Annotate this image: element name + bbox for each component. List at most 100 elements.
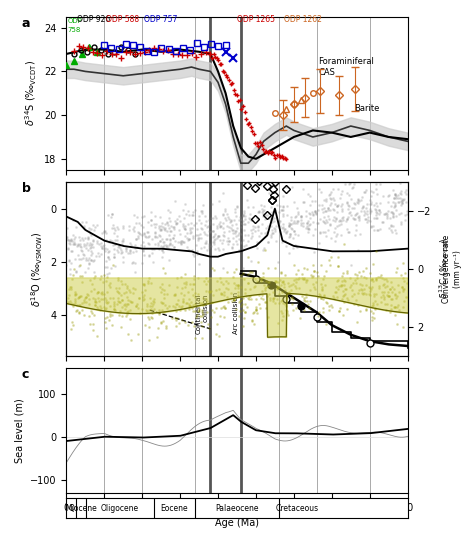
Point xyxy=(321,206,328,215)
Point xyxy=(270,294,277,303)
Point xyxy=(212,211,219,220)
Point xyxy=(283,302,290,311)
Point xyxy=(289,219,297,228)
Point xyxy=(212,213,220,222)
Point xyxy=(68,236,76,245)
Point xyxy=(75,309,83,318)
Point xyxy=(263,228,271,237)
Point xyxy=(148,314,156,323)
Point xyxy=(257,274,264,283)
Point xyxy=(248,316,255,325)
Point xyxy=(288,182,296,191)
Point xyxy=(375,206,383,214)
Point xyxy=(233,240,241,249)
Point xyxy=(377,270,385,279)
Point xyxy=(162,269,169,278)
Point xyxy=(377,297,384,306)
Point xyxy=(292,211,300,220)
Point xyxy=(172,197,179,206)
Point xyxy=(338,281,346,290)
Point xyxy=(368,276,375,284)
Point xyxy=(140,228,148,237)
Point xyxy=(161,241,168,250)
Point xyxy=(75,292,83,301)
Point xyxy=(380,288,387,297)
Point xyxy=(370,301,377,310)
Point xyxy=(228,244,236,253)
Point xyxy=(108,223,116,232)
Point xyxy=(129,225,137,234)
Point xyxy=(210,235,218,244)
Point xyxy=(166,234,174,243)
Point xyxy=(118,296,126,305)
Point xyxy=(312,209,320,218)
Point xyxy=(317,294,325,303)
Point xyxy=(157,317,164,326)
Point xyxy=(110,245,118,254)
Point xyxy=(161,223,169,232)
Point xyxy=(257,181,264,190)
Point xyxy=(399,199,406,208)
Point xyxy=(260,207,267,216)
Point xyxy=(90,268,98,277)
Point xyxy=(366,199,374,208)
Point xyxy=(217,273,224,282)
Point xyxy=(183,298,191,307)
Y-axis label: $\delta^{18}$O ($\mathregular{‰_{VSMOW}}$): $\delta^{18}$O ($\mathregular{‰_{VSMOW}}… xyxy=(29,231,45,306)
Point xyxy=(151,229,159,238)
Point xyxy=(213,224,220,233)
Point xyxy=(363,214,370,223)
Point xyxy=(389,221,397,230)
Point xyxy=(258,291,266,300)
Point xyxy=(236,213,243,222)
Point xyxy=(145,306,153,315)
Point xyxy=(278,223,285,232)
Point xyxy=(99,294,107,303)
Point xyxy=(141,231,149,240)
Point xyxy=(216,217,224,226)
Point xyxy=(269,207,276,216)
Point xyxy=(202,217,210,226)
Point xyxy=(168,241,176,250)
Point xyxy=(172,300,179,309)
Point xyxy=(279,277,286,286)
Point xyxy=(386,308,393,317)
Point xyxy=(195,212,202,221)
Point xyxy=(221,213,228,222)
Point xyxy=(366,207,374,216)
Point xyxy=(195,260,202,269)
Point xyxy=(153,332,161,341)
Point xyxy=(158,288,165,297)
Point xyxy=(259,268,267,277)
Point xyxy=(324,203,332,212)
Point xyxy=(87,287,95,296)
Point xyxy=(111,239,118,248)
Point xyxy=(224,293,231,302)
Point xyxy=(152,219,159,228)
Point xyxy=(234,281,241,290)
Point xyxy=(219,218,227,227)
Text: Cretaceous: Cretaceous xyxy=(276,503,319,513)
Point xyxy=(145,238,152,247)
Point xyxy=(83,289,91,298)
Point xyxy=(233,231,240,240)
Point xyxy=(343,268,350,277)
Point xyxy=(218,239,226,248)
Point xyxy=(155,224,163,233)
Point xyxy=(288,300,295,309)
Point xyxy=(340,240,348,249)
Point xyxy=(249,309,256,318)
Point xyxy=(228,221,236,230)
Point xyxy=(393,320,401,329)
Point xyxy=(206,218,214,227)
Point xyxy=(139,292,146,301)
Point xyxy=(194,230,202,239)
Point xyxy=(303,218,310,227)
Point xyxy=(190,280,198,289)
Point xyxy=(246,292,254,301)
Point xyxy=(337,216,345,225)
Point xyxy=(396,188,403,197)
Point xyxy=(164,226,171,235)
Point xyxy=(287,281,295,290)
Point xyxy=(219,303,227,312)
